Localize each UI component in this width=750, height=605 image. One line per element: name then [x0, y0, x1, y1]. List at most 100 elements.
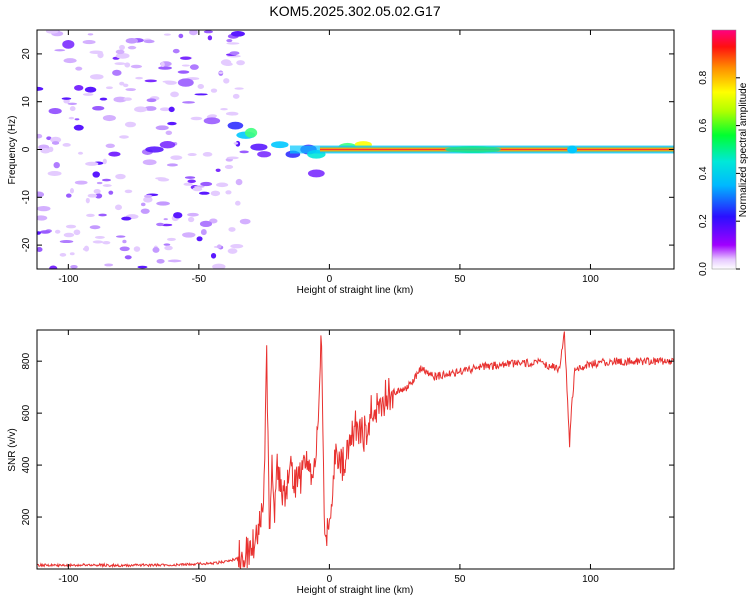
- y-tick-label: 20: [21, 48, 32, 60]
- spectral-blob: [40, 147, 51, 154]
- spectral-blob: [159, 141, 176, 149]
- spectral-blob: [152, 246, 160, 253]
- spectral-blob: [102, 178, 111, 182]
- spectral-blob: [170, 155, 183, 160]
- x-tick-label: 100: [582, 574, 599, 585]
- spectral-blob: [119, 44, 125, 50]
- spectral-blob: [218, 71, 223, 74]
- spectral-blob: [70, 264, 78, 269]
- spectral-blob: [239, 150, 249, 154]
- snr-y-ticks: 200 400 600 800: [21, 352, 674, 525]
- spectral-blob: [231, 31, 245, 37]
- spectral-blob: [37, 133, 43, 139]
- spectral-blob: [187, 216, 195, 223]
- spectral-blob: [182, 101, 195, 104]
- spectral-blob: [98, 213, 107, 217]
- spectral-blob: [115, 49, 125, 55]
- snr-line: [37, 331, 674, 569]
- spectral-blob: [233, 142, 239, 145]
- spectral-blob: [170, 91, 179, 98]
- spectral-blob: [123, 83, 129, 88]
- spectral-blob: [177, 78, 194, 87]
- spectral-blob: [257, 151, 272, 158]
- spectral-blob: [225, 190, 232, 195]
- spectral-blob: [182, 232, 196, 238]
- spectral-blob: [168, 106, 175, 113]
- spectral-blob: [200, 181, 213, 187]
- spectral-blob: [216, 244, 222, 249]
- spectral-blob: [62, 143, 71, 147]
- spectral-blob: [99, 97, 108, 101]
- spectral-blob: [96, 181, 103, 185]
- colorbar-frame: [711, 29, 737, 270]
- spectral-blob: [189, 64, 199, 70]
- spectral-blob: [82, 40, 96, 45]
- spectral-blob: [82, 93, 94, 96]
- colorbar-tick-label: 0.4: [698, 166, 709, 180]
- spectral-blob: [192, 186, 203, 192]
- x-tick-label: -100: [58, 274, 78, 285]
- spectral-blob: [223, 78, 230, 84]
- spectral-blob: [59, 240, 74, 243]
- spectral-blob: [108, 190, 114, 195]
- spectral-blob: [210, 88, 218, 93]
- spectral-blob: [37, 191, 45, 198]
- spectral-blob: [216, 182, 229, 188]
- spectral-blob: [250, 143, 268, 151]
- spectral-blob: [271, 141, 289, 149]
- spectral-blob: [37, 231, 41, 235]
- spectral-blob: [123, 97, 132, 101]
- spectral-blob: [63, 58, 77, 64]
- spectral-blob: [181, 64, 190, 67]
- spectral-blob: [156, 222, 165, 227]
- spectral-blob: [226, 42, 240, 45]
- spectral-blob: [77, 151, 84, 155]
- spectral-blob: [39, 230, 51, 234]
- spectral-blob: [63, 98, 70, 104]
- spectral-blob: [157, 178, 170, 182]
- spectral-blob: [65, 224, 77, 229]
- spectrogram-x-axis-label: Height of straight line (km): [297, 285, 414, 296]
- spectral-blob: [85, 161, 99, 166]
- spectral-blob: [108, 151, 121, 157]
- spectral-blob: [235, 200, 241, 206]
- spectral-blob: [232, 112, 238, 116]
- colorbar-label: Normalized spectral amplitude: [738, 82, 749, 217]
- spectral-blob: [145, 146, 164, 153]
- spectral-blob: [209, 218, 218, 224]
- spectral-blob: [179, 56, 192, 60]
- spectral-blob: [163, 33, 171, 36]
- spectral-blob: [92, 240, 104, 244]
- spectral-blob: [156, 201, 170, 206]
- spectral-blob: [198, 191, 210, 195]
- spectral-blob: [226, 39, 233, 43]
- spectral-blob: [184, 176, 196, 179]
- spectral-blob: [189, 30, 198, 36]
- spectral-blob: [203, 117, 221, 125]
- spectral-blob: [212, 263, 226, 269]
- spectral-blob: [124, 255, 132, 260]
- spectral-blob: [115, 173, 126, 180]
- spectral-blob: [165, 80, 177, 85]
- spectral-blob: [144, 194, 153, 198]
- spectral-blob: [190, 116, 203, 121]
- y-tick-label: -10: [21, 190, 32, 205]
- y-tick-label: 800: [21, 352, 32, 369]
- spectral-blob: [87, 33, 94, 36]
- spectral-blob: [45, 30, 59, 34]
- x-tick-label: 50: [454, 274, 466, 285]
- spectral-blob: [133, 246, 141, 252]
- x-tick-label: -50: [192, 274, 207, 285]
- x-tick-label: -100: [58, 574, 78, 585]
- spectral-blob: [74, 180, 88, 185]
- spectral-blob: [224, 164, 234, 170]
- spectral-blob: [229, 51, 240, 56]
- colorbar-tick-label: 0.6: [698, 118, 709, 132]
- spectral-blob: [97, 51, 104, 59]
- spectral-blob: [187, 179, 196, 184]
- spectral-blob: [37, 215, 48, 221]
- spectral-blob: [113, 96, 127, 103]
- spectral-blob: [164, 245, 173, 251]
